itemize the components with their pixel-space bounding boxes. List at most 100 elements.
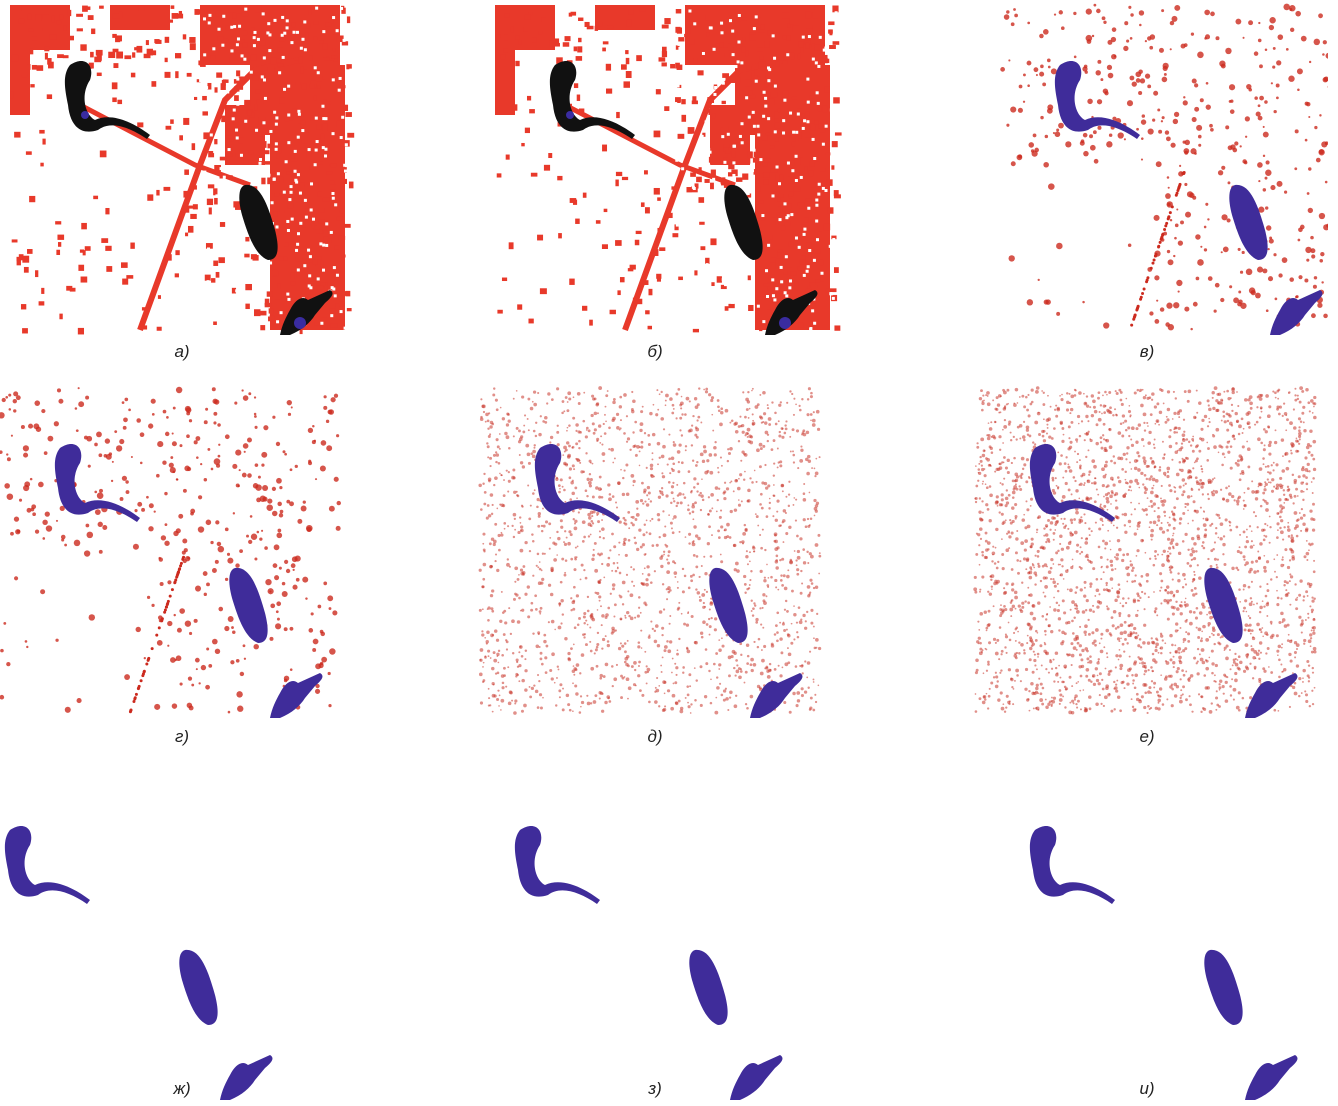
- noise-dot: [675, 701, 678, 704]
- noise-dot: [1309, 605, 1311, 607]
- noise-dot: [691, 425, 693, 427]
- noise-dot: [185, 406, 191, 412]
- noise-dot: [537, 553, 540, 556]
- noise-dot: [504, 528, 506, 530]
- noise-dot: [811, 467, 813, 469]
- noise-dot: [807, 687, 809, 689]
- noise-dot: [524, 541, 527, 544]
- urban-pixel: [755, 69, 759, 75]
- urban-pixel: [319, 208, 325, 212]
- noise-dot: [713, 446, 717, 450]
- gap-pixel: [269, 261, 272, 264]
- noise-dot: [988, 695, 991, 698]
- gap-pixel: [238, 25, 241, 28]
- gap-pixel: [212, 251, 215, 254]
- noise-dot: [1023, 101, 1025, 103]
- noise-dot: [1169, 445, 1173, 449]
- noise-dot: [710, 493, 714, 497]
- noise-dot: [1172, 16, 1178, 22]
- urban-pixel: [112, 82, 118, 89]
- gap-pixel: [237, 325, 240, 328]
- noise-dot: [1287, 522, 1289, 524]
- noise-dot: [232, 464, 237, 469]
- gap-pixel: [269, 130, 272, 133]
- gap-pixel: [752, 111, 755, 114]
- gap-pixel: [236, 136, 239, 139]
- gap-pixel: [297, 110, 300, 113]
- noise-dot: [807, 398, 809, 400]
- noise-dot: [96, 432, 102, 438]
- noise-dot: [14, 576, 18, 580]
- urban-pixel: [55, 221, 61, 224]
- noise-dot: [694, 501, 697, 504]
- gap-pixel: [334, 294, 337, 297]
- road-dot: [158, 626, 161, 629]
- urban-pixel: [254, 309, 260, 316]
- gap-pixel: [281, 16, 284, 19]
- urban-pixel: [742, 18, 747, 21]
- gap-pixel: [338, 89, 341, 92]
- gap-pixel: [287, 229, 290, 232]
- noise-dot: [1088, 449, 1090, 451]
- noise-dot: [726, 523, 730, 527]
- urban-pixel: [202, 96, 207, 100]
- noise-dot: [1000, 604, 1002, 606]
- urban-pixel: [205, 275, 211, 281]
- noise-dot: [536, 644, 540, 648]
- noise-dot: [1230, 109, 1235, 114]
- noise-dot: [734, 508, 737, 511]
- gap-pixel: [340, 136, 343, 139]
- noise-dot: [987, 624, 990, 627]
- urban-pixel: [312, 182, 318, 186]
- noise-dot: [658, 685, 660, 687]
- noise-dot: [1136, 549, 1139, 552]
- noise-dot: [806, 472, 810, 476]
- noise-dot: [807, 455, 810, 458]
- urban-pixel: [810, 184, 815, 188]
- noise-dot: [591, 520, 594, 523]
- noise-dot: [700, 452, 704, 456]
- gap-pixel: [757, 133, 760, 136]
- noise-dot: [635, 454, 638, 457]
- gap-pixel: [714, 86, 717, 89]
- noise-dot: [763, 645, 766, 648]
- noise-dot: [774, 532, 778, 536]
- urban-pixel: [314, 36, 317, 39]
- noise-dot: [1311, 651, 1314, 654]
- noise-dot: [1027, 84, 1030, 87]
- noise-dot: [720, 411, 723, 414]
- noise-dot: [747, 428, 751, 432]
- noise-dot: [1113, 483, 1116, 486]
- gap-pixel: [693, 22, 696, 25]
- noise-dot: [1037, 653, 1040, 656]
- noise-dot: [1001, 493, 1004, 496]
- noise-dot: [738, 499, 740, 501]
- noise-dot: [1015, 608, 1017, 610]
- noise-dot: [651, 458, 653, 460]
- noise-dot: [483, 563, 487, 567]
- noise-dot: [767, 407, 769, 409]
- road-dot: [182, 556, 185, 559]
- noise-dot: [1175, 622, 1178, 625]
- road-dot: [163, 611, 166, 614]
- urban-pixel: [316, 144, 321, 148]
- urban-pixel: [606, 64, 611, 71]
- road-dot: [129, 710, 132, 713]
- gap-pixel: [813, 259, 816, 262]
- noise-dot: [806, 413, 809, 416]
- noise-dot: [136, 418, 141, 423]
- noise-dot: [768, 417, 772, 421]
- noise-dot: [120, 497, 124, 501]
- noise-dot: [1227, 451, 1230, 454]
- urban-pixel: [800, 259, 806, 264]
- gap-pixel: [830, 292, 833, 295]
- noise-dot: [569, 709, 572, 712]
- gap-pixel: [729, 19, 732, 22]
- noise-dot: [710, 702, 713, 705]
- noise-dot: [519, 437, 523, 441]
- noise-dot: [535, 422, 537, 424]
- noise-dot: [590, 478, 593, 481]
- noise-dot: [1296, 597, 1298, 599]
- noise-dot: [744, 524, 746, 526]
- urban-pixel: [681, 99, 685, 104]
